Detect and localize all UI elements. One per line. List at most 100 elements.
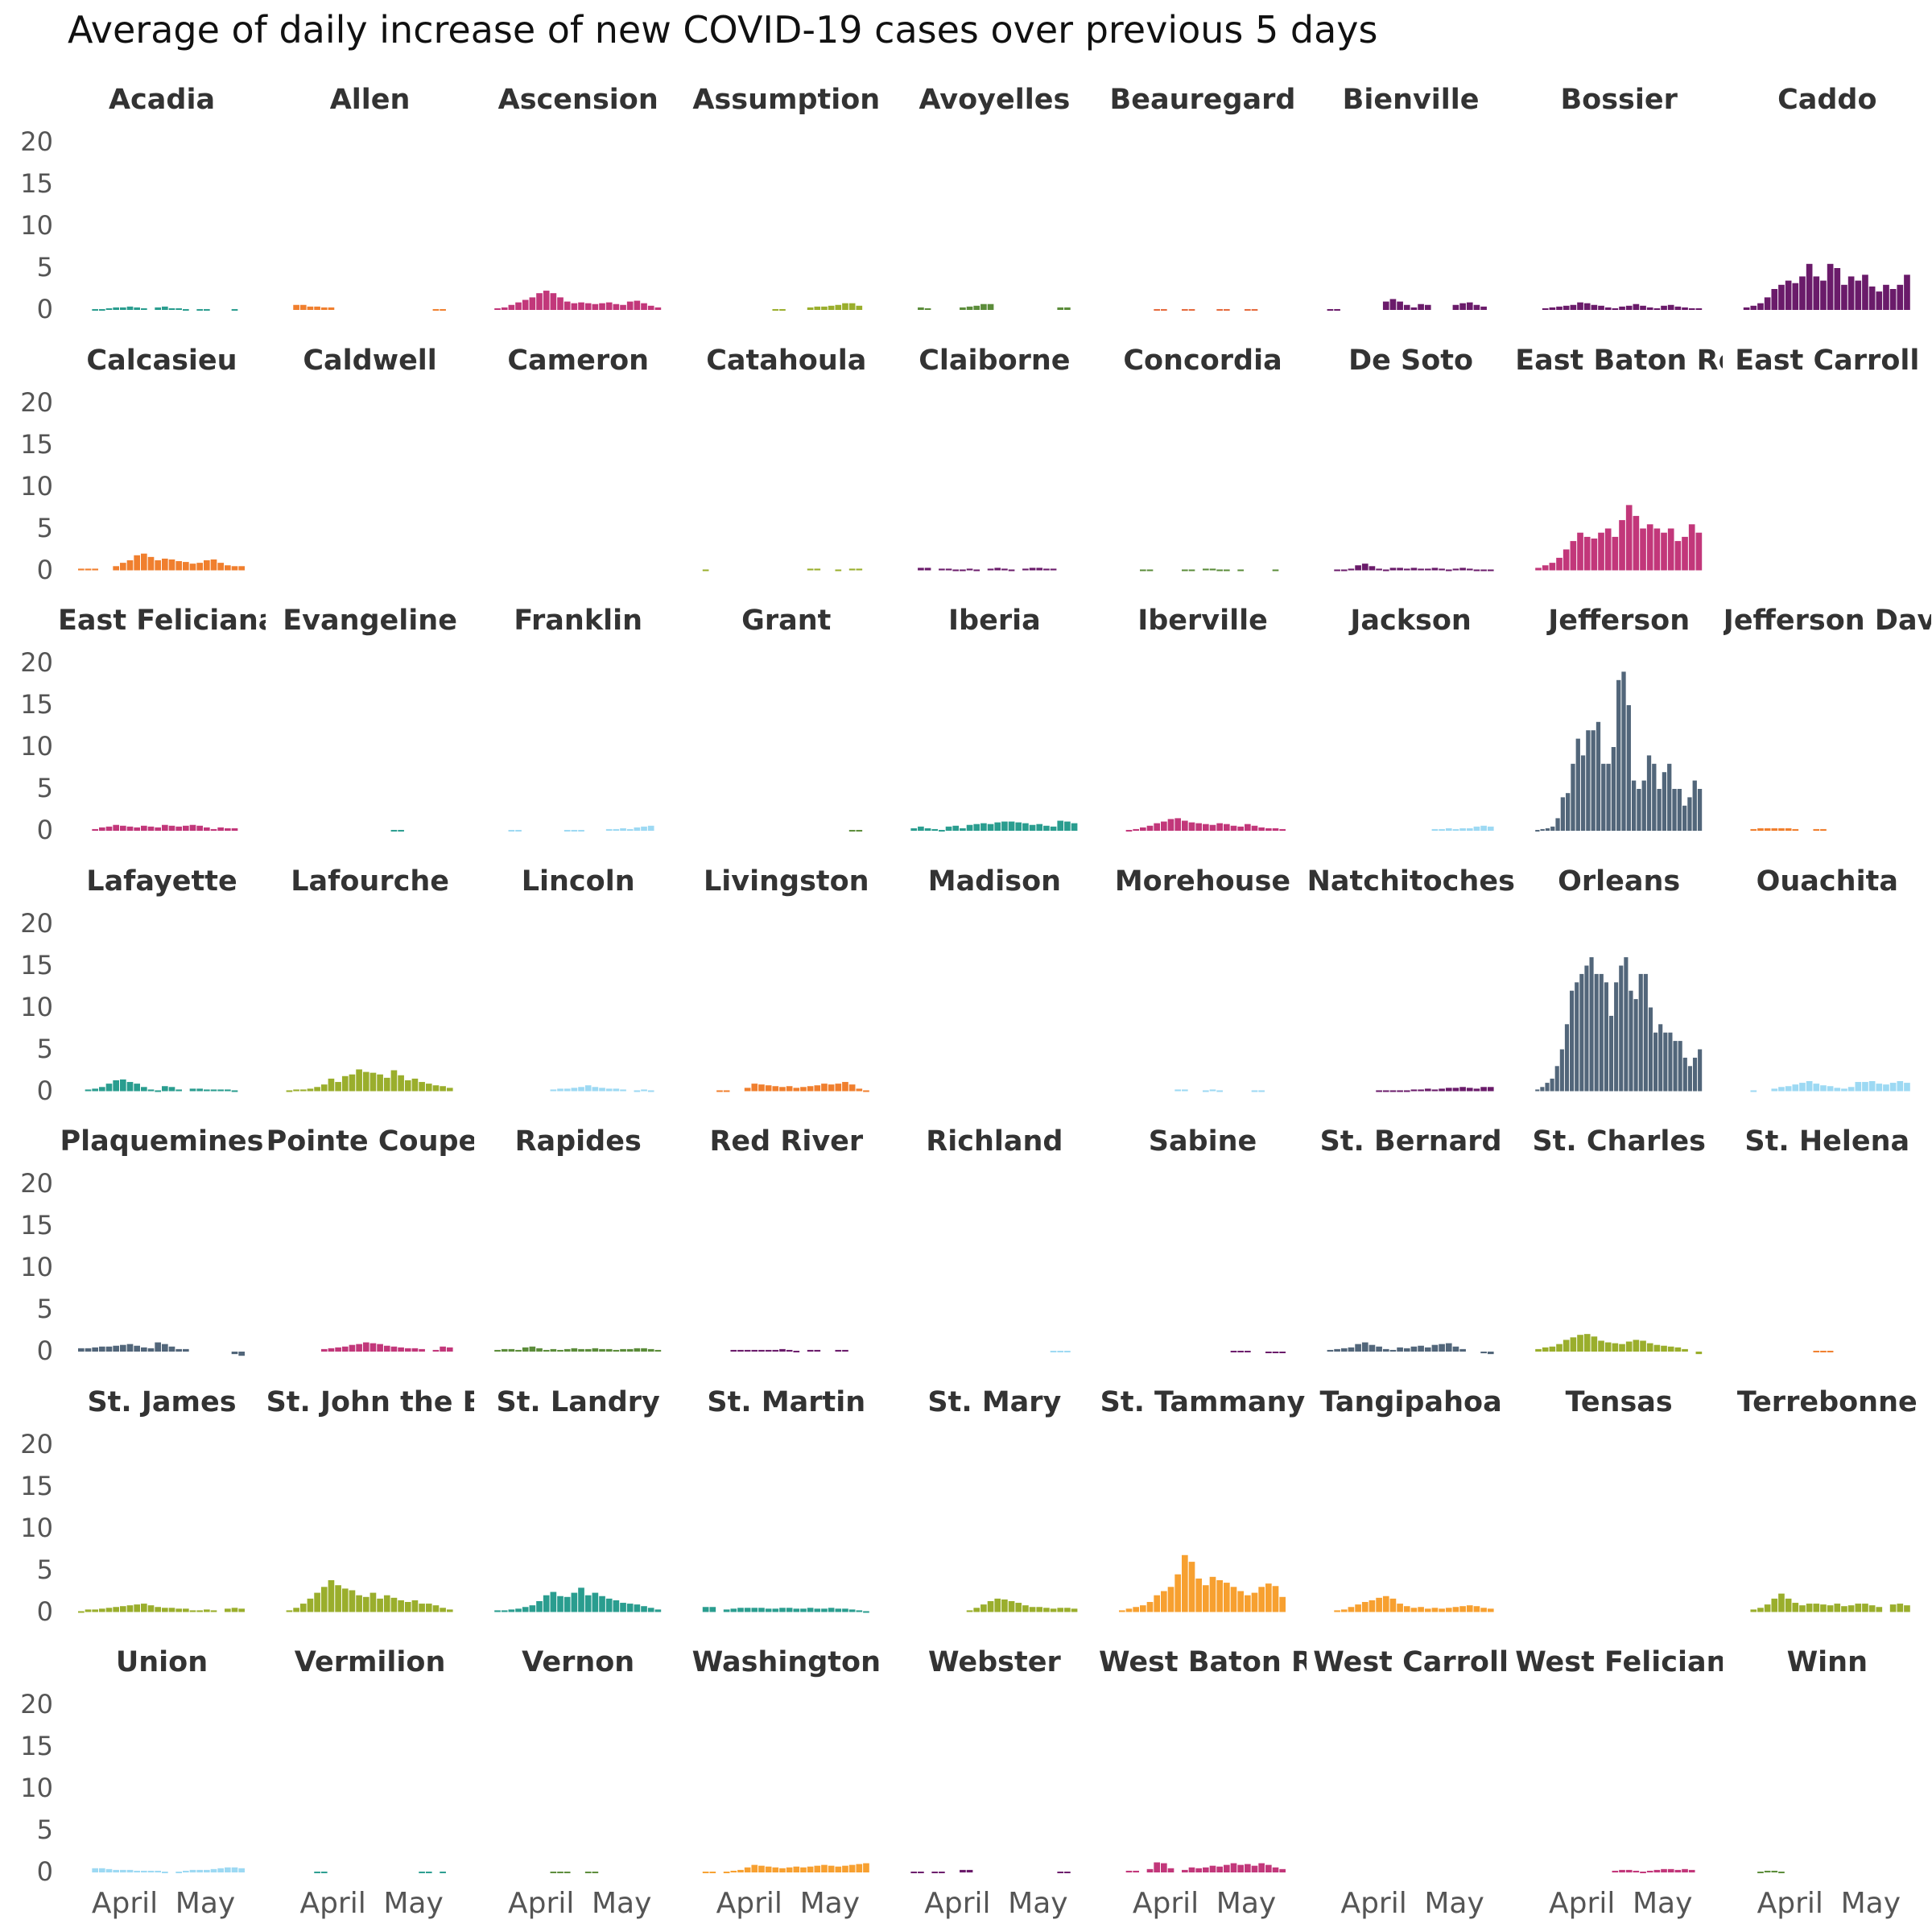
bar [842, 1082, 848, 1092]
bar [634, 1604, 641, 1612]
bar [320, 1587, 328, 1612]
bar [1382, 1090, 1389, 1092]
bar [1251, 1865, 1258, 1872]
bar [1862, 1604, 1868, 1612]
bar [1029, 824, 1036, 831]
bar [1368, 1600, 1376, 1612]
bar [134, 307, 140, 310]
bar [1757, 1608, 1764, 1612]
bar [299, 1604, 307, 1612]
panel-title: St. Bernard [1319, 1125, 1502, 1158]
bar [1624, 957, 1629, 1092]
bar [821, 1608, 828, 1612]
panel-avoyelles [918, 303, 1071, 310]
bar [1535, 829, 1540, 832]
panel-title: Tensas [1565, 1385, 1673, 1418]
bar [856, 1864, 863, 1872]
bar [1688, 1869, 1695, 1872]
bar [863, 1863, 869, 1872]
bar [835, 1608, 842, 1612]
bar [362, 1071, 369, 1092]
bar [1629, 990, 1633, 1092]
bar [1279, 828, 1286, 831]
bar [1340, 1609, 1348, 1612]
panel-st-martin [702, 1607, 869, 1613]
bar [1203, 1867, 1209, 1872]
bar [293, 1608, 299, 1612]
bar [217, 1868, 224, 1872]
panel-sabine [1230, 1350, 1286, 1353]
bar [1154, 823, 1160, 831]
bar [1813, 1084, 1820, 1092]
bar [1459, 1348, 1466, 1352]
bar [1057, 1871, 1064, 1873]
bar [1154, 308, 1160, 311]
bar [1545, 828, 1550, 831]
bar [1140, 827, 1146, 831]
bar [613, 1088, 620, 1092]
bar [620, 304, 626, 310]
bar [1445, 1088, 1452, 1092]
bar [404, 1602, 411, 1612]
bar [204, 560, 210, 571]
bar [1389, 1598, 1397, 1612]
bar [945, 826, 952, 831]
bar [1653, 308, 1661, 310]
bar [1473, 304, 1480, 310]
bar [578, 1087, 584, 1092]
bar [751, 1608, 758, 1612]
bar [1216, 823, 1223, 831]
bar [1778, 828, 1785, 831]
bar [1036, 1607, 1043, 1612]
bar [78, 1611, 85, 1613]
y-tick-label: 15 [20, 168, 53, 199]
bar [647, 305, 654, 310]
panel-title: East Carroll [1735, 344, 1920, 377]
bar [440, 308, 446, 311]
bar [1473, 569, 1480, 572]
bar [1855, 280, 1862, 310]
bar [1340, 1348, 1348, 1352]
bar [183, 1348, 189, 1352]
bar [1834, 1604, 1841, 1612]
bar [307, 1088, 314, 1092]
bar [1612, 1870, 1619, 1872]
bar [772, 1086, 779, 1092]
bar [1535, 1348, 1542, 1352]
bar [1813, 1350, 1820, 1352]
bar [1619, 1344, 1625, 1352]
bar [1224, 1864, 1230, 1872]
panel-title: Natchitoches [1307, 865, 1515, 898]
bar [1368, 566, 1376, 571]
bar [1216, 308, 1223, 311]
bar [939, 1871, 945, 1873]
bar [584, 1595, 592, 1612]
bar [772, 1608, 779, 1612]
panel-acadia [92, 306, 238, 311]
bar [994, 1598, 1001, 1612]
bar [973, 569, 980, 572]
bar [1556, 1344, 1563, 1352]
bar [1646, 307, 1653, 310]
panel-jefferson [1535, 671, 1703, 832]
bar [626, 301, 634, 310]
bar [120, 1344, 126, 1352]
panel-title: West Baton Rouge [1099, 1646, 1307, 1678]
panel-title: West Carroll [1313, 1646, 1509, 1678]
bar [1008, 1600, 1015, 1612]
bar [1583, 303, 1591, 310]
bar [647, 825, 654, 831]
bar [501, 1348, 508, 1352]
panel-franklin [508, 825, 654, 832]
bar [1327, 308, 1334, 311]
bar [1334, 569, 1340, 572]
bar [1119, 1610, 1125, 1612]
bar [1778, 284, 1785, 310]
bar [842, 1349, 848, 1352]
bar [113, 566, 119, 571]
bar [807, 1086, 814, 1092]
bar [592, 1592, 599, 1612]
panel-title: East Feliciana [58, 605, 266, 637]
bar [320, 1084, 328, 1092]
bar [1459, 828, 1466, 831]
